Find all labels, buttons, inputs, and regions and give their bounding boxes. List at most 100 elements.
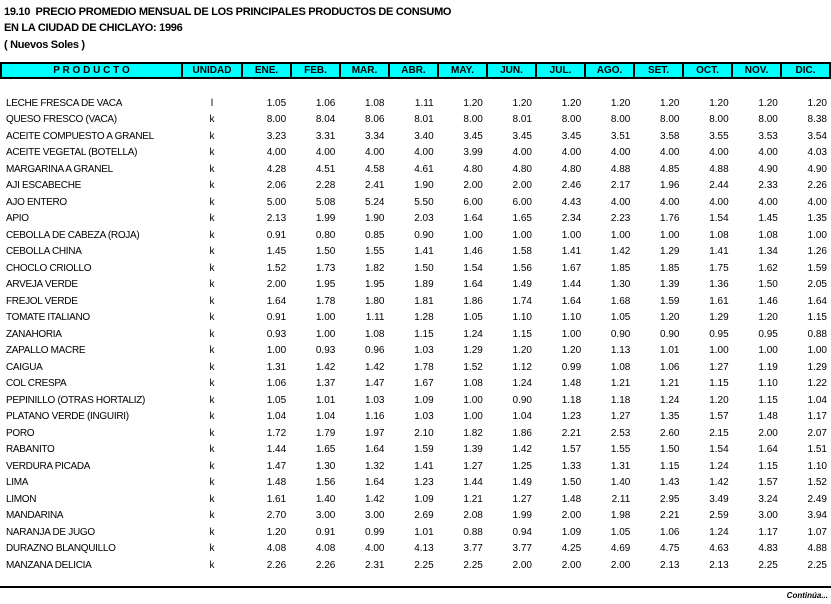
price-cell: 8.06 — [365, 114, 385, 126]
price-cell: 1.55 — [610, 444, 631, 456]
price-cell: 1.08 — [463, 378, 483, 390]
price-cell: 1.51 — [807, 444, 827, 456]
price-cell: 1.86 — [463, 295, 483, 307]
price-cell: 3.53 — [758, 130, 778, 142]
price-cell: 1.64 — [365, 444, 385, 456]
price-cell: 0.90 — [414, 229, 434, 241]
price-cell: 1.48 — [561, 378, 582, 390]
price-cell: 1.08 — [365, 328, 385, 340]
unit-cell: k — [209, 378, 215, 390]
price-cell: 0.93 — [266, 328, 287, 340]
price-cell: 1.00 — [463, 394, 483, 406]
price-cell: 1.41 — [709, 246, 729, 258]
price-cell: 2.26 — [266, 559, 287, 571]
price-cell: 0.95 — [758, 328, 778, 340]
table-row: NARANJA DE JUGO k 1.20 0.91 0.99 1.01 0.88 0.94… — [0, 525, 831, 542]
price-cell: 8.01 — [414, 114, 434, 126]
price-cell: 1.44 — [561, 279, 582, 291]
price-cell: 4.43 — [561, 196, 582, 208]
column-header-unidad: UNIDAD — [181, 64, 241, 77]
price-cell: 1.85 — [660, 262, 680, 274]
price-cell: 1.33 — [561, 460, 582, 472]
price-cell: 4.00 — [610, 147, 631, 159]
price-cell: 1.06 — [266, 378, 287, 390]
price-cell: 3.45 — [463, 130, 483, 142]
price-cell: 1.37 — [315, 378, 336, 390]
price-cell: 4.75 — [660, 543, 680, 555]
table-row: PEPINILLO (OTRAS HORTALIZ) k 1.05 1.01 1.03 1… — [0, 393, 831, 410]
price-cell: 2.21 — [561, 427, 582, 439]
price-cell: 1.36 — [709, 279, 729, 291]
price-cell: 1.52 — [463, 361, 483, 373]
price-cell: 1.59 — [807, 262, 827, 274]
price-cell: 1.41 — [561, 246, 582, 258]
price-cell: 2.41 — [365, 180, 385, 192]
price-cell: 2.53 — [610, 427, 631, 439]
price-cell: 1.73 — [315, 262, 336, 274]
price-cell: 2.00 — [266, 279, 287, 291]
price-cell: 1.29 — [660, 246, 680, 258]
price-cell: 2.13 — [709, 559, 729, 571]
column-header-month: MAR. — [339, 64, 388, 77]
table-row: MANZANA DELICIA k 2.26 2.26 2.31 2.25 2.25 2.00… — [0, 558, 831, 575]
price-cell: 8.00 — [660, 114, 680, 126]
price-cell: 1.50 — [315, 246, 336, 258]
price-cell: 0.90 — [660, 328, 680, 340]
price-cell: 1.46 — [758, 295, 778, 307]
product-name: MARGARINA A GRANEL — [6, 163, 113, 175]
price-cell: 3.58 — [660, 130, 680, 142]
price-cell: 4.00 — [758, 147, 778, 159]
price-cell: 2.28 — [315, 180, 336, 192]
price-cell: 1.55 — [365, 246, 385, 258]
product-name: APIO — [6, 213, 29, 225]
price-cell: 1.00 — [610, 229, 631, 241]
price-cell: 1.24 — [463, 328, 483, 340]
price-cell: 1.49 — [512, 477, 532, 489]
price-cell: 1.35 — [660, 411, 680, 423]
table-row: CEBOLLA DE CABEZA (ROJA) k 0.91 0.80 0.85 0.9… — [0, 228, 831, 245]
price-cell: 1.21 — [660, 378, 680, 390]
column-header-month: NOV. — [731, 64, 780, 77]
price-cell: 1.78 — [414, 361, 434, 373]
price-cell: 2.15 — [709, 427, 729, 439]
price-cell: 1.00 — [315, 328, 336, 340]
product-name: ZANAHORIA — [6, 328, 62, 340]
product-name: AJI ESCABECHE — [6, 180, 82, 192]
unit-cell: k — [209, 246, 215, 258]
price-cell: 2.00 — [758, 427, 778, 439]
table-row: CHOCLO CRIOLLO k 1.52 1.73 1.82 1.50 1.54 1.56 1… — [0, 261, 831, 278]
price-cell: 1.29 — [709, 312, 729, 324]
price-cell: 1.99 — [512, 510, 532, 522]
price-cell: 1.30 — [610, 279, 631, 291]
product-name: DURAZNO BLANQUILLO — [6, 543, 116, 555]
product-name: CHOCLO CRIOLLO — [6, 262, 92, 274]
unit-cell: k — [209, 361, 215, 373]
product-name: CEBOLLA CHINA — [6, 246, 82, 258]
price-cell: 4.58 — [365, 163, 385, 175]
price-cell: 1.19 — [758, 361, 778, 373]
price-cell: 4.13 — [414, 543, 434, 555]
price-cell: 8.00 — [709, 114, 729, 126]
table-row: DURAZNO BLANQUILLO k 4.08 4.08 4.00 4.13 3.77 3… — [0, 541, 831, 558]
price-cell: 2.00 — [512, 180, 532, 192]
unit-cell: k — [209, 559, 215, 571]
price-cell: 4.00 — [365, 147, 385, 159]
price-cell: 3.34 — [365, 130, 385, 142]
price-cell: 1.96 — [660, 180, 680, 192]
product-name: CAIGUA — [6, 361, 43, 373]
price-cell: 1.50 — [758, 279, 778, 291]
price-cell: 3.24 — [758, 493, 778, 505]
price-cell: 1.64 — [463, 279, 483, 291]
table-row: FREJOL VERDE k 1.64 1.78 1.80 1.81 1.86 1.74 1.6… — [0, 294, 831, 311]
price-cell: 0.95 — [709, 328, 729, 340]
price-cell: 0.88 — [463, 526, 483, 538]
table-row: VERDURA PICADA k 1.47 1.30 1.32 1.41 1.27 1.25 1… — [0, 459, 831, 476]
price-cell: 2.25 — [414, 559, 434, 571]
price-cell: 4.80 — [512, 163, 532, 175]
title-line-2: EN LA CIUDAD DE CHICLAYO: 1996 — [4, 22, 183, 35]
price-cell: 2.25 — [463, 559, 483, 571]
price-cell: 1.10 — [807, 460, 827, 472]
column-header-month: AGO. — [584, 64, 633, 77]
price-cell: 1.50 — [561, 477, 582, 489]
price-cell: 1.82 — [365, 262, 385, 274]
